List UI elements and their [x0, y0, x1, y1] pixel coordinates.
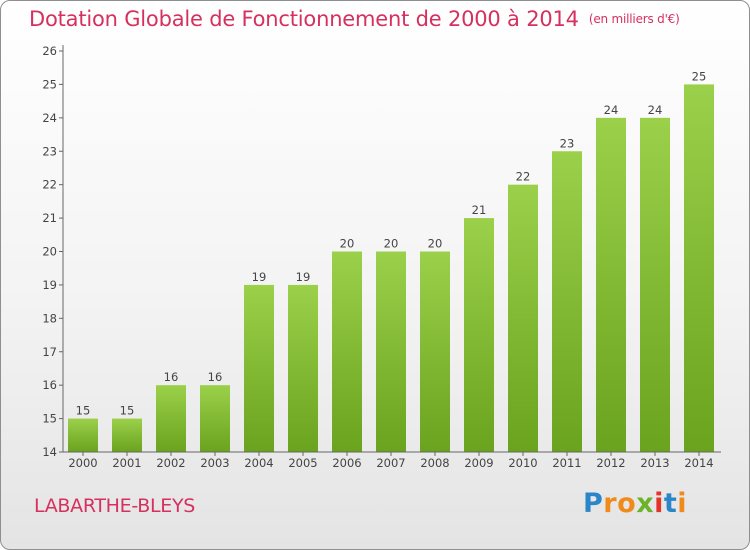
x-tick-label: 2014 [684, 456, 713, 470]
x-tick-label: 2009 [464, 456, 493, 470]
bar [112, 418, 142, 452]
bar [464, 218, 494, 452]
data-label: 19 [296, 270, 311, 284]
x-tick-label: 2006 [332, 456, 361, 470]
y-tick-label: 18 [42, 311, 57, 325]
y-tick-label: 26 [42, 44, 57, 58]
x-tick-label: 2008 [420, 456, 449, 470]
y-tick-label: 23 [42, 144, 57, 158]
bar [376, 251, 406, 452]
bar [288, 284, 318, 452]
commune-name: LABARTHE-BLEYS [34, 495, 196, 517]
y-tick-label: 20 [42, 245, 57, 259]
data-labels: 15 15 16 16 19 19 20 20 20 21 22 23 24 24 25 [76, 69, 707, 417]
bar [684, 84, 714, 453]
y-axis: 14 15 16 17 18 19 20 21 22 23 24 25 26 [42, 44, 64, 459]
y-tick-label: 17 [42, 345, 57, 359]
chart-title-text: Dotation Globale de Fonctionnement de 20… [29, 7, 579, 31]
x-tick-label: 2000 [68, 456, 97, 470]
data-label: 15 [120, 404, 135, 418]
bar [156, 385, 186, 452]
bar [640, 117, 670, 452]
x-tick-label: 2002 [156, 456, 185, 470]
logo-letter: t [663, 488, 678, 519]
data-label: 15 [76, 404, 91, 418]
logo-letter: P [583, 488, 604, 519]
x-tick-label: 2011 [552, 456, 581, 470]
x-tick-label: 2003 [200, 456, 229, 470]
chart-title: Dotation Globale de Fonctionnement de 20… [29, 7, 680, 31]
y-tick-label: 14 [42, 445, 57, 459]
data-label: 24 [648, 103, 663, 117]
bar [420, 251, 450, 452]
logo-letter: i [654, 488, 664, 519]
data-label: 20 [384, 237, 399, 251]
bar [508, 184, 538, 452]
data-label: 20 [428, 237, 443, 251]
x-tick-label: 2007 [376, 456, 405, 470]
bar [244, 284, 274, 452]
bar [332, 251, 362, 452]
data-label: 23 [560, 136, 575, 150]
data-label: 24 [604, 103, 619, 117]
bar [552, 151, 582, 452]
x-tick-label: 2005 [288, 456, 317, 470]
logo-letter: r [603, 488, 618, 519]
data-label: 20 [340, 237, 355, 251]
y-tick-label: 21 [42, 211, 57, 225]
x-tick-label: 2013 [640, 456, 669, 470]
data-label: 16 [164, 370, 179, 384]
bar [200, 385, 230, 452]
chart-unit: (en milliers d'€) [588, 12, 680, 26]
data-label: 19 [252, 270, 267, 284]
proxiti-logo: Proxiti [583, 488, 687, 519]
data-label: 16 [208, 370, 223, 384]
data-label: 22 [516, 170, 531, 184]
x-tick-label: 2004 [244, 456, 273, 470]
bar [68, 418, 98, 452]
bars-group [68, 84, 714, 453]
x-tick-label: 2001 [112, 456, 141, 470]
y-tick-label: 16 [42, 378, 57, 392]
data-label: 25 [692, 69, 707, 83]
y-tick-label: 19 [42, 278, 57, 292]
x-tick-label: 2012 [596, 456, 625, 470]
y-tick-label: 24 [42, 111, 57, 125]
logo-letter: i [677, 488, 688, 519]
bar [596, 117, 626, 452]
logo-letter: x [636, 488, 655, 519]
y-tick-label: 15 [42, 412, 57, 426]
y-tick-label: 22 [42, 178, 57, 192]
x-axis: 2000 2001 2002 2003 2004 2005 2006 2007 2008 2009… [63, 451, 721, 470]
x-tick-label: 2010 [508, 456, 537, 470]
logo-letter: o [617, 488, 637, 519]
y-tick-label: 25 [42, 77, 57, 91]
data-label: 21 [472, 203, 487, 217]
